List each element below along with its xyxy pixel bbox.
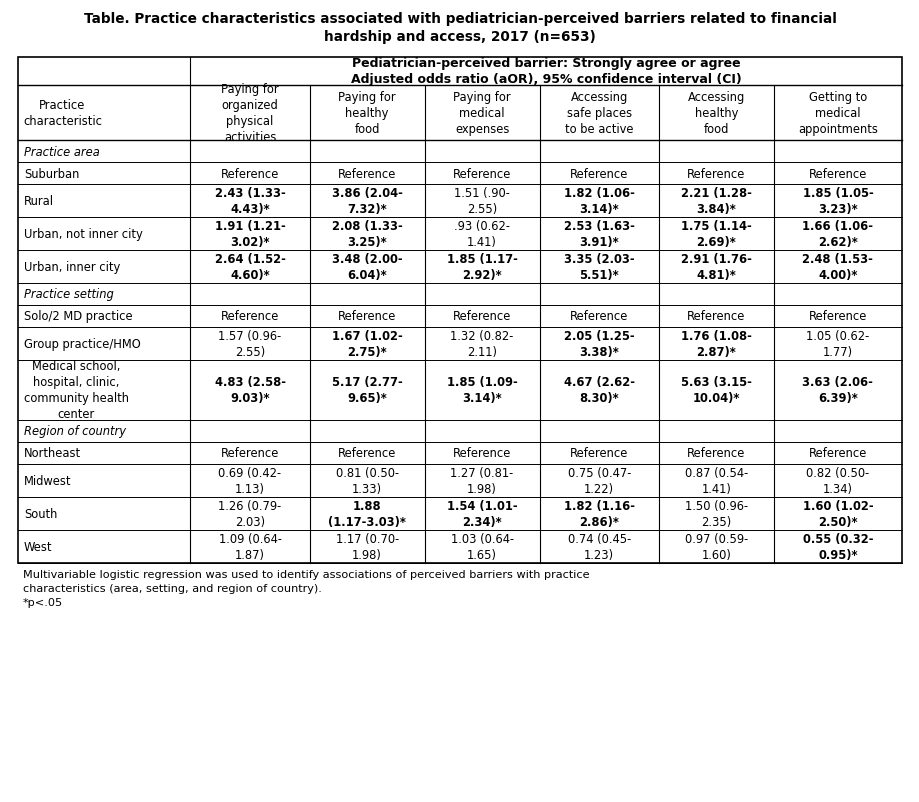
Text: 1.76 (1.08-
2.87)*: 1.76 (1.08- 2.87)* — [680, 330, 751, 358]
Text: Practice setting: Practice setting — [24, 288, 114, 301]
Text: 1.50 (0.96-
2.35): 1.50 (0.96- 2.35) — [684, 500, 747, 529]
Text: 1.09 (0.64-
1.87): 1.09 (0.64- 1.87) — [219, 533, 281, 561]
Text: Reference: Reference — [452, 447, 511, 460]
Text: Reference: Reference — [808, 447, 866, 460]
Text: Paying for
medical
expenses: Paying for medical expenses — [453, 91, 510, 136]
Text: 2.05 (1.25-
3.38)*: 2.05 (1.25- 3.38)* — [563, 330, 634, 358]
Text: Urban, inner city: Urban, inner city — [24, 261, 120, 273]
Text: Reference: Reference — [570, 310, 628, 323]
Text: 3.86 (2.04-
7.32)*: 3.86 (2.04- 7.32)* — [332, 187, 403, 216]
Text: 3.35 (2.03-
5.51)*: 3.35 (2.03- 5.51)* — [563, 253, 634, 282]
Text: 0.81 (0.50-
1.33): 0.81 (0.50- 1.33) — [335, 467, 398, 496]
Text: 1.75 (1.14-
2.69)*: 1.75 (1.14- 2.69)* — [680, 220, 751, 249]
Text: Reference: Reference — [337, 310, 396, 323]
Text: 4.83 (2.58-
9.03)*: 4.83 (2.58- 9.03)* — [214, 376, 285, 405]
Text: 1.91 (1.21-
3.02)*: 1.91 (1.21- 3.02)* — [214, 220, 285, 249]
Text: Reference: Reference — [686, 168, 744, 180]
Text: Practice
characteristic: Practice characteristic — [23, 99, 102, 128]
Text: 3.63 (2.06-
6.39)*: 3.63 (2.06- 6.39)* — [801, 376, 872, 405]
Text: Medical school,
hospital, clinic,
community health
center: Medical school, hospital, clinic, commun… — [24, 360, 129, 421]
Text: 0.55 (0.32-
0.95)*: 0.55 (0.32- 0.95)* — [801, 533, 872, 561]
Text: 3.48 (2.00-
6.04)*: 3.48 (2.00- 6.04)* — [332, 253, 402, 282]
Text: 0.74 (0.45-
1.23): 0.74 (0.45- 1.23) — [567, 533, 630, 561]
Text: 1.27 (0.81-
1.98): 1.27 (0.81- 1.98) — [450, 467, 513, 496]
Text: 0.69 (0.42-
1.13): 0.69 (0.42- 1.13) — [218, 467, 281, 496]
Text: 0.75 (0.47-
1.22): 0.75 (0.47- 1.22) — [567, 467, 630, 496]
Text: Practice area: Practice area — [24, 145, 99, 158]
Text: 2.64 (1.52-
4.60)*: 2.64 (1.52- 4.60)* — [214, 253, 285, 282]
Text: 4.67 (2.62-
8.30)*: 4.67 (2.62- 8.30)* — [563, 376, 634, 405]
Text: Midwest: Midwest — [24, 475, 72, 488]
Text: Reference: Reference — [221, 447, 279, 460]
Bar — [18, 58, 901, 563]
Text: 1.67 (1.02-
2.75)*: 1.67 (1.02- 2.75)* — [332, 330, 403, 358]
Text: Reference: Reference — [686, 447, 744, 460]
Text: Reference: Reference — [221, 168, 279, 180]
Text: Suburban: Suburban — [24, 168, 79, 180]
Text: Reference: Reference — [221, 310, 279, 323]
Text: 1.82 (1.06-
3.14)*: 1.82 (1.06- 3.14)* — [563, 187, 634, 216]
Text: Accessing
safe places
to be active: Accessing safe places to be active — [564, 91, 633, 136]
Text: Reference: Reference — [686, 310, 744, 323]
Text: 0.97 (0.59-
1.60): 0.97 (0.59- 1.60) — [684, 533, 747, 561]
Text: Reference: Reference — [337, 447, 396, 460]
Text: Pediatrician-perceived barrier: Strongly agree or agree
Adjusted odds ratio (aOR: Pediatrician-perceived barrier: Strongly… — [350, 58, 741, 87]
Text: hardship and access, 2017 (n=653): hardship and access, 2017 (n=653) — [323, 30, 596, 44]
Text: 0.82 (0.50-
1.34): 0.82 (0.50- 1.34) — [805, 467, 868, 496]
Text: .93 (0.62-
1.41): .93 (0.62- 1.41) — [454, 220, 509, 249]
Text: 1.03 (0.64-
1.65): 1.03 (0.64- 1.65) — [450, 533, 513, 561]
Text: 5.63 (3.15-
10.04)*: 5.63 (3.15- 10.04)* — [680, 376, 751, 405]
Text: 1.05 (0.62-
1.77): 1.05 (0.62- 1.77) — [805, 330, 868, 358]
Text: 1.57 (0.96-
2.55): 1.57 (0.96- 2.55) — [218, 330, 281, 358]
Text: Reference: Reference — [570, 447, 628, 460]
Text: Paying for
healthy
food: Paying for healthy food — [338, 91, 395, 136]
Text: 1.85 (1.17-
2.92)*: 1.85 (1.17- 2.92)* — [447, 253, 517, 282]
Text: Northeast: Northeast — [24, 447, 81, 460]
Text: 1.85 (1.05-
3.23)*: 1.85 (1.05- 3.23)* — [801, 187, 872, 216]
Text: South: South — [24, 508, 57, 520]
Text: *p<.05: *p<.05 — [23, 597, 63, 607]
Text: 2.21 (1.28-
3.84)*: 2.21 (1.28- 3.84)* — [680, 187, 751, 216]
Text: Table. Practice characteristics associated with pediatrician-perceived barriers : Table. Practice characteristics associat… — [84, 12, 835, 26]
Text: West: West — [24, 541, 52, 553]
Text: Reference: Reference — [808, 168, 866, 180]
Text: Group practice/HMO: Group practice/HMO — [24, 338, 141, 350]
Text: 0.87 (0.54-
1.41): 0.87 (0.54- 1.41) — [684, 467, 747, 496]
Text: 1.60 (1.02-
2.50)*: 1.60 (1.02- 2.50)* — [801, 500, 872, 529]
Text: Solo/2 MD practice: Solo/2 MD practice — [24, 310, 132, 323]
Text: 1.66 (1.06-
2.62)*: 1.66 (1.06- 2.62)* — [801, 220, 872, 249]
Text: 2.43 (1.33-
4.43)*: 2.43 (1.33- 4.43)* — [214, 187, 285, 216]
Text: 1.82 (1.16-
2.86)*: 1.82 (1.16- 2.86)* — [563, 500, 634, 529]
Text: Region of country: Region of country — [24, 425, 126, 438]
Text: Reference: Reference — [337, 168, 396, 180]
Text: 1.54 (1.01-
2.34)*: 1.54 (1.01- 2.34)* — [447, 500, 516, 529]
Text: 2.91 (1.76-
4.81)*: 2.91 (1.76- 4.81)* — [680, 253, 751, 282]
Text: 5.17 (2.77-
9.65)*: 5.17 (2.77- 9.65)* — [332, 376, 403, 405]
Text: 1.85 (1.09-
3.14)*: 1.85 (1.09- 3.14)* — [447, 376, 516, 405]
Text: Accessing
healthy
food: Accessing healthy food — [687, 91, 744, 136]
Text: 1.32 (0.82-
2.11): 1.32 (0.82- 2.11) — [450, 330, 513, 358]
Text: characteristics (area, setting, and region of country).: characteristics (area, setting, and regi… — [23, 583, 322, 593]
Text: 1.26 (0.79-
2.03): 1.26 (0.79- 2.03) — [218, 500, 281, 529]
Text: Multivariable logistic regression was used to identify associations of perceived: Multivariable logistic regression was us… — [23, 569, 589, 579]
Text: Reference: Reference — [808, 310, 866, 323]
Text: 2.08 (1.33-
3.25)*: 2.08 (1.33- 3.25)* — [332, 220, 403, 249]
Text: 2.48 (1.53-
4.00)*: 2.48 (1.53- 4.00)* — [801, 253, 872, 282]
Text: Rural: Rural — [24, 195, 54, 208]
Text: Reference: Reference — [452, 310, 511, 323]
Text: Getting to
medical
appointments: Getting to medical appointments — [797, 91, 877, 136]
Text: Reference: Reference — [452, 168, 511, 180]
Text: Urban, not inner city: Urban, not inner city — [24, 228, 142, 241]
Text: 2.53 (1.63-
3.91)*: 2.53 (1.63- 3.91)* — [563, 220, 634, 249]
Text: Paying for
organized
physical
activities: Paying for organized physical activities — [221, 83, 278, 144]
Text: 1.17 (0.70-
1.98): 1.17 (0.70- 1.98) — [335, 533, 398, 561]
Text: Reference: Reference — [570, 168, 628, 180]
Text: 1.88
(1.17-3.03)*: 1.88 (1.17-3.03)* — [328, 500, 405, 529]
Text: 1.51 (.90-
2.55): 1.51 (.90- 2.55) — [454, 187, 509, 216]
